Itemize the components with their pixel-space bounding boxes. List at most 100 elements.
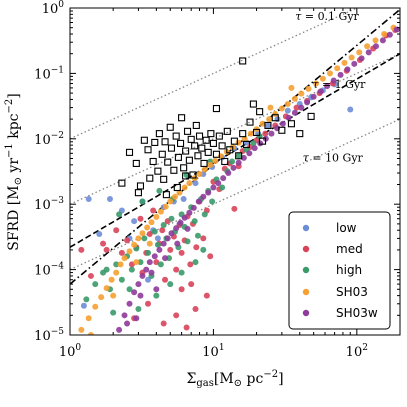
point-high-16	[160, 222, 167, 229]
point-med-12	[146, 231, 153, 238]
point-SH03-10	[131, 241, 138, 248]
point-obs-36	[207, 130, 215, 138]
point-med-26	[187, 261, 194, 268]
point-SH03w-50	[386, 31, 393, 38]
point-obs-64	[182, 172, 190, 180]
point-obs-50	[253, 128, 261, 137]
point-obs-53	[264, 121, 272, 130]
point-high-44	[110, 309, 117, 316]
point-obs-57	[296, 130, 304, 138]
x-tick-label-0: 100	[59, 343, 82, 360]
point-med-14	[153, 259, 160, 266]
point-obs-15	[166, 123, 174, 131]
point-SH03-55	[110, 292, 117, 299]
point-med-17	[162, 276, 169, 283]
point-obs-25	[185, 156, 193, 164]
point-low-20	[264, 122, 271, 129]
y-tick-label-5: 100	[42, 0, 65, 17]
point-high-54	[126, 286, 133, 293]
point-obs-47	[242, 140, 251, 148]
point-SH03w-36	[291, 109, 298, 116]
point-obs-35	[204, 148, 212, 156]
point-high-7	[128, 266, 135, 273]
point-low-1	[106, 196, 113, 203]
point-low-13	[192, 180, 199, 187]
point-SH03w-3	[131, 289, 138, 296]
point-med-16	[159, 227, 166, 234]
point-SH03-14	[148, 219, 155, 226]
point-med-9	[137, 215, 144, 222]
point-obs-4	[140, 136, 148, 144]
point-SH03-48	[348, 54, 355, 61]
point-obs-37	[209, 139, 217, 147]
point-SH03w-54	[148, 269, 155, 276]
point-SH03w-26	[235, 159, 242, 166]
point-SH03-7	[117, 261, 124, 268]
point-SH03w-27	[240, 154, 247, 161]
point-SH03w-1	[121, 312, 128, 319]
point-med-59	[192, 305, 199, 312]
point-SH03w-43	[337, 71, 344, 78]
point-high-42	[167, 281, 174, 288]
point-SH03w-12	[168, 230, 175, 237]
point-obs-55	[278, 126, 286, 134]
point-SH03-49	[356, 49, 363, 56]
point-med-21	[173, 266, 180, 273]
point-SH03-54	[87, 332, 94, 335]
point-high-33	[219, 184, 226, 191]
point-high-39	[256, 133, 263, 140]
point-SH03-3	[98, 294, 105, 301]
point-high-53	[103, 266, 110, 273]
point-med-5	[118, 249, 125, 256]
point-SH03-59	[288, 84, 295, 91]
point-low-27	[347, 106, 354, 113]
point-SH03w-57	[184, 225, 191, 232]
point-obs-51	[256, 108, 264, 116]
legend-marker-sh03w	[302, 309, 310, 317]
point-obs-41	[221, 157, 229, 166]
point-high-14	[154, 241, 161, 248]
point-high-31	[209, 198, 216, 205]
point-SH03-39	[284, 101, 291, 108]
point-SH03w-42	[330, 77, 337, 84]
legend-label-high: high	[336, 263, 362, 277]
point-SH03-58	[267, 104, 274, 111]
legend-marker-med	[302, 245, 310, 253]
point-SH03w-18	[195, 198, 202, 205]
tau-label-0: τ = 0.1 Gyr	[295, 10, 359, 23]
point-SH03w-44	[344, 66, 351, 73]
point-med-63	[167, 337, 173, 343]
point-obs-60	[212, 105, 221, 113]
point-high-47	[139, 198, 146, 205]
point-med-3	[103, 246, 110, 253]
point-high-27	[194, 232, 201, 239]
point-obs-10	[155, 130, 163, 138]
point-low-22	[284, 107, 291, 114]
point-obs-56	[287, 120, 295, 128]
point-obs-39	[215, 132, 223, 140]
point-high-43	[178, 269, 185, 276]
point-high-11	[145, 249, 152, 256]
point-SH03w-9	[156, 246, 163, 253]
point-med-32	[207, 253, 214, 260]
point-SH03w-56	[174, 240, 181, 247]
point-obs-14	[164, 158, 172, 166]
tau-lines	[70, 8, 400, 271]
point-high-15	[157, 261, 164, 268]
point-obs-5	[144, 146, 152, 154]
y-tick-label-2: 10−3	[34, 196, 64, 213]
point-high-24	[184, 238, 191, 245]
point-med-2	[100, 240, 107, 247]
point-SH03w-17	[190, 204, 197, 211]
point-high-38	[250, 140, 257, 147]
point-SH03-33	[247, 130, 254, 137]
point-SH03-1	[85, 315, 92, 322]
point-obs-24	[183, 127, 192, 135]
point-SH03-16	[157, 208, 164, 215]
point-high-41	[153, 292, 160, 299]
y-axis-label: SFRD [M⊙ yr−1 kpc−2]	[4, 93, 24, 251]
legend-label-sh03: SH03	[336, 285, 368, 299]
point-med-58	[183, 324, 190, 331]
point-high-45	[192, 259, 199, 266]
point-obs-11	[158, 150, 166, 158]
